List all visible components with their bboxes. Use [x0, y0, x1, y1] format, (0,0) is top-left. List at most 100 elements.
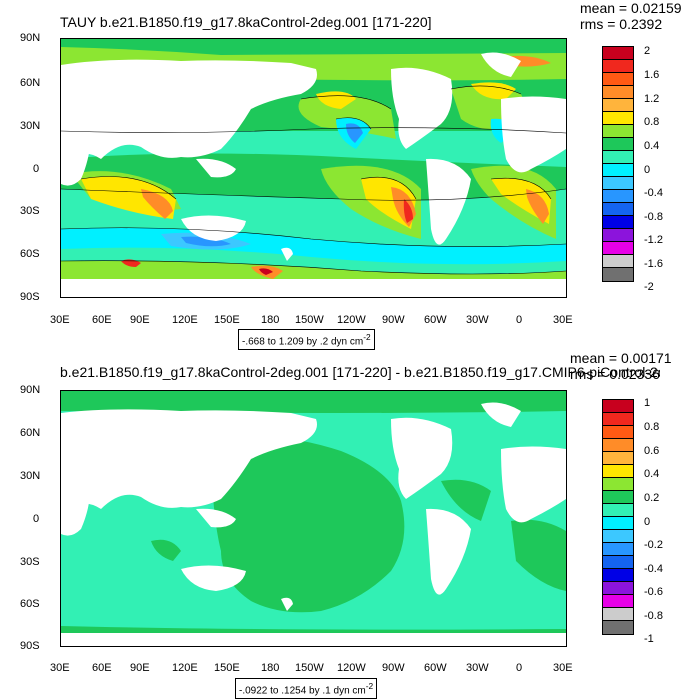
panel2-colorbar — [602, 399, 634, 635]
panel2-cb-swatch — [603, 426, 633, 439]
panel1-title: TAUY b.e21.B1850.f19_g17.8kaControl-2deg… — [60, 14, 432, 30]
panel1-lon-60e: 60E — [92, 314, 112, 326]
panel2-cb-swatch — [603, 621, 633, 634]
panel2-cb-swatch — [603, 608, 633, 621]
panel1-lon-90e: 90E — [130, 314, 150, 326]
panel1-cb-swatch — [603, 177, 633, 190]
panel2-lat-0: 0 — [33, 513, 40, 525]
panel2-cb-label: -0.8 — [644, 610, 663, 622]
panel2-cb-label: 0.4 — [644, 468, 660, 480]
panel1-cb-label: -1.6 — [644, 258, 663, 270]
panel2-lon-0: 0 — [516, 662, 523, 674]
panel2-lat-90n: 90N — [20, 384, 41, 396]
panel1-cb-label: -2 — [644, 281, 654, 293]
panel1-cb-label: -1.2 — [644, 234, 663, 246]
panel2-lon-180: 180 — [261, 662, 280, 674]
panel1-lon-30w: 30W — [466, 314, 489, 326]
panel1-lon-150e: 150E — [214, 314, 240, 326]
panel1-cb-label: 1.2 — [644, 93, 660, 105]
panel1-cb-swatch — [603, 60, 633, 73]
panel1-cb-swatch — [603, 242, 633, 255]
panel1-cb-swatch — [603, 151, 633, 164]
panel2-cb-swatch — [603, 478, 633, 491]
panel2-cb-label: 0.2 — [644, 492, 660, 504]
panel2-lon-30e-end: 30E — [553, 662, 573, 674]
panel2-cb-swatch — [603, 452, 633, 465]
panel1-lat-0: 0 — [33, 163, 40, 175]
panel2-cb-swatch — [603, 439, 633, 452]
panel1-cb-swatch — [603, 164, 633, 177]
panel2-cb-swatch — [603, 595, 633, 608]
panel2-lon-120e: 120E — [172, 662, 198, 674]
panel2-cb-label: -1 — [644, 633, 654, 645]
panel1-lon-120w: 120W — [337, 314, 366, 326]
panel2-range-unit-exp: -2 — [365, 681, 374, 691]
panel1-cb-swatch — [603, 203, 633, 216]
panel1-colorbar — [602, 46, 634, 282]
panel2-land — [61, 402, 566, 646]
panel2-cb-label: 0.6 — [644, 445, 660, 457]
panel2-cb-swatch — [603, 504, 633, 517]
panel1-cb-swatch — [603, 229, 633, 242]
panel1-lon-60w: 60W — [424, 314, 447, 326]
panel1-cb-swatch — [603, 73, 633, 86]
panel2-lat-30n: 30N — [20, 470, 41, 482]
panel1-map-svg — [61, 39, 566, 297]
panel2-cb-swatch — [603, 400, 633, 413]
panel2-mean: mean = 0.00171 — [570, 350, 672, 366]
panel2-cb-swatch — [603, 556, 633, 569]
panel2-cb-swatch — [603, 413, 633, 426]
panel2-cb-swatch — [603, 517, 633, 530]
panel1-cb-swatch — [603, 255, 633, 268]
panel1-lat-60s: 60S — [20, 248, 40, 260]
panel1-range-note: -.668 to 1.209 by .2 dyn cm-2 — [238, 329, 375, 351]
panel1-cb-swatch — [603, 216, 633, 229]
panel2-map-svg — [61, 391, 566, 646]
panel2-map — [60, 390, 567, 647]
panel2-cb-swatch — [603, 569, 633, 582]
panel2-lat-60s: 60S — [20, 598, 40, 610]
panel2-cb-label: -0.2 — [644, 539, 663, 551]
panel1-range-note-text: -.668 to 1.209 by .2 dyn cm — [242, 336, 364, 348]
panel2-lon-90w: 90W — [382, 662, 405, 674]
panel2-range-note: -.0922 to .1254 by .1 dyn cm-2 — [235, 678, 378, 700]
panel2-rms: rms = 0.02336 — [570, 366, 660, 382]
panel1-cb-label: 1.6 — [644, 69, 660, 81]
panel1-map — [60, 38, 567, 298]
panel2-lat-90s: 90S — [20, 640, 40, 652]
panel2-cb-label: -0.6 — [644, 586, 663, 598]
panel1-lon-30e: 30E — [50, 314, 70, 326]
panel2-lon-30e: 30E — [50, 662, 70, 674]
panel2-cb-swatch — [603, 491, 633, 504]
panel2-cb-label: 1 — [644, 397, 651, 409]
panel1-lon-90w: 90W — [382, 314, 405, 326]
panel2-lon-150e: 150E — [214, 662, 240, 674]
panel1-cb-label: -0.4 — [644, 187, 663, 199]
panel2-cb-swatch — [603, 582, 633, 595]
panel2-cb-label: 0.8 — [644, 421, 660, 433]
panel1-cb-label: 0 — [644, 164, 651, 176]
panel2-lon-150w: 150W — [295, 662, 324, 674]
panel2-title: b.e21.B1850.f19_g17.8kaControl-2deg.001 … — [60, 364, 660, 380]
panel1-lat-30n: 30N — [20, 120, 41, 132]
panel1-cb-label: 2 — [644, 45, 651, 57]
panel1-cb-swatch — [603, 125, 633, 138]
panel2-lon-30w: 30W — [466, 662, 489, 674]
panel1-cb-swatch — [603, 138, 633, 151]
panel1-lon-120e: 120E — [172, 314, 198, 326]
panel2-lon-90e: 90E — [130, 662, 150, 674]
panel1-cb-label: -0.8 — [644, 211, 663, 223]
panel1-lon-180: 180 — [261, 314, 280, 326]
panel2-cb-label: -0.4 — [644, 563, 663, 575]
panel1-cb-swatch — [603, 47, 633, 60]
panel2-lat-60n: 60N — [20, 427, 41, 439]
panel1-land — [61, 52, 566, 297]
panel1-lat-60n: 60N — [20, 77, 41, 89]
panel1-lon-0: 0 — [516, 314, 523, 326]
panel2-cb-swatch — [603, 530, 633, 543]
panel2-cb-swatch — [603, 465, 633, 478]
panel1-lat-90n: 90N — [20, 32, 41, 44]
panel2-lat-30s: 30S — [20, 556, 40, 568]
panel1-cb-swatch — [603, 268, 633, 281]
panel1-lon-30e-end: 30E — [553, 314, 573, 326]
